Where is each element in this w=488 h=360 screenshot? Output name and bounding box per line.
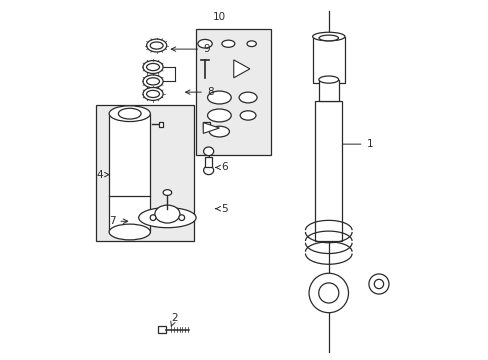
Bar — [196, 30, 271, 155]
Ellipse shape — [118, 108, 141, 119]
Ellipse shape — [312, 32, 344, 41]
Ellipse shape — [240, 111, 255, 120]
Bar — [109, 114, 150, 232]
Text: 1: 1 — [336, 139, 372, 149]
Text: 4: 4 — [96, 170, 109, 180]
Bar — [158, 326, 166, 333]
Ellipse shape — [246, 41, 256, 46]
Ellipse shape — [142, 87, 163, 100]
Ellipse shape — [222, 40, 234, 47]
Ellipse shape — [239, 92, 257, 103]
Ellipse shape — [155, 205, 180, 223]
Ellipse shape — [142, 60, 163, 73]
Text: 2: 2 — [170, 313, 177, 326]
Ellipse shape — [318, 76, 338, 83]
Ellipse shape — [146, 90, 159, 98]
Text: 6: 6 — [215, 162, 227, 172]
Text: 8: 8 — [185, 87, 213, 97]
Ellipse shape — [146, 63, 159, 71]
Bar — [205, 157, 211, 167]
Circle shape — [368, 274, 388, 294]
Ellipse shape — [319, 35, 338, 41]
Circle shape — [179, 215, 184, 221]
Ellipse shape — [163, 190, 171, 195]
Ellipse shape — [198, 40, 212, 48]
Ellipse shape — [146, 78, 159, 85]
Bar — [158, 122, 163, 127]
Ellipse shape — [207, 109, 231, 122]
Text: 7: 7 — [108, 216, 127, 226]
Bar — [315, 101, 342, 241]
Ellipse shape — [139, 208, 196, 228]
Text: 3: 3 — [378, 275, 385, 285]
Bar — [96, 105, 194, 241]
Bar — [318, 80, 338, 101]
Ellipse shape — [207, 91, 231, 104]
Ellipse shape — [203, 166, 213, 175]
Polygon shape — [203, 123, 219, 134]
Circle shape — [308, 273, 348, 313]
Text: 10: 10 — [212, 12, 225, 22]
Bar — [312, 37, 344, 83]
Text: 5: 5 — [215, 204, 227, 214]
Ellipse shape — [109, 224, 150, 240]
Text: 9: 9 — [171, 44, 209, 54]
Circle shape — [318, 283, 338, 303]
Ellipse shape — [142, 75, 163, 88]
Ellipse shape — [203, 147, 213, 156]
Polygon shape — [233, 60, 249, 78]
Ellipse shape — [109, 106, 150, 122]
Circle shape — [150, 215, 156, 221]
Ellipse shape — [146, 39, 166, 52]
Circle shape — [373, 279, 383, 289]
Bar — [203, 122, 209, 128]
Ellipse shape — [150, 42, 163, 49]
Ellipse shape — [209, 126, 229, 137]
